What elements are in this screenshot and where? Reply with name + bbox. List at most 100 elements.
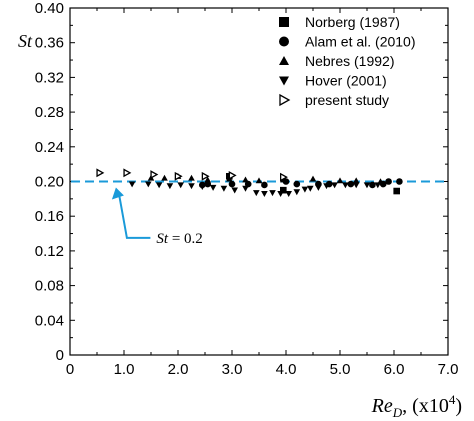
annotation: St = 0.2 <box>111 187 203 247</box>
legend-label: Nebres (1992) <box>305 53 395 69</box>
data-point <box>385 178 392 185</box>
data-point <box>199 184 206 191</box>
data-point <box>188 183 195 190</box>
x-tick-label: 7.0 <box>438 361 459 378</box>
data-point <box>352 177 360 184</box>
data-point <box>188 174 195 181</box>
data-point <box>352 182 360 189</box>
data-point <box>315 184 322 191</box>
data-point <box>204 180 211 188</box>
data-point <box>393 187 400 195</box>
y-tick-label: 0.28 <box>35 104 64 121</box>
series-triangle-down <box>128 181 382 197</box>
legend-marker <box>279 93 291 107</box>
annotation-leader <box>117 193 151 239</box>
legend-marker <box>279 17 289 27</box>
data-point <box>155 182 163 189</box>
data-point <box>231 187 238 194</box>
data-point <box>161 174 168 181</box>
y-tick-label: 0.36 <box>35 35 64 52</box>
y-tick-label: 0.40 <box>35 0 64 17</box>
data-point <box>255 177 263 184</box>
x-axis-title-unit: , (x10 <box>402 395 449 417</box>
y-axis-title: St <box>18 31 33 51</box>
data-point <box>244 180 252 188</box>
x-axis-title-subscript: D <box>392 405 403 420</box>
data-point <box>280 186 287 194</box>
data-point <box>261 181 268 189</box>
legend-marker <box>279 76 289 86</box>
x-tick-label: 4.0 <box>276 361 297 378</box>
data-point <box>342 182 349 189</box>
legend-label: Norberg (1987) <box>305 14 400 30</box>
annotation-value: = 0.2 <box>168 231 203 247</box>
data-point <box>301 186 309 193</box>
data-point <box>347 180 355 188</box>
x-tick-label: 2.0 <box>168 361 189 378</box>
y-tick-label: 0.12 <box>35 243 64 260</box>
data-point <box>261 191 268 197</box>
data-point <box>363 182 371 189</box>
x-tick-label: 5.0 <box>330 361 351 378</box>
data-point <box>242 176 249 183</box>
data-point <box>253 190 260 197</box>
data-points <box>96 168 403 197</box>
annotation-label: St = 0.2 <box>156 231 202 247</box>
data-point <box>145 181 152 188</box>
x-tick-label: 3.0 <box>222 361 243 378</box>
legend-label: present study <box>305 92 389 108</box>
data-point <box>209 184 217 191</box>
data-point <box>280 172 288 182</box>
x-axis-title-main: Re <box>371 395 393 417</box>
data-point <box>128 181 136 188</box>
data-point <box>369 181 376 189</box>
y-tick-label: 0.16 <box>35 208 64 225</box>
axis-titles: St ReD, (x104) <box>18 31 462 420</box>
x-axis-title-close: ) <box>455 395 462 417</box>
data-point <box>374 182 382 189</box>
legend-marker <box>279 56 289 65</box>
data-point <box>123 168 132 178</box>
data-point <box>269 190 276 197</box>
y-tick-label: 0.24 <box>35 139 64 156</box>
x-tick-label: 1.0 <box>114 361 135 378</box>
data-point <box>307 185 314 192</box>
data-point <box>177 182 184 189</box>
data-point <box>309 175 317 182</box>
data-point <box>336 177 344 184</box>
axes: 0 1.0 2.0 3.0 4.0 5.0 6.0 7.0 0 0.04 0.08 0.12 0.16 0… <box>35 0 459 378</box>
data-point <box>277 191 284 197</box>
y-tick-label: 0 <box>56 347 64 364</box>
data-point <box>242 185 249 192</box>
x-axis-title-exponent: 4 <box>449 392 456 407</box>
data-point <box>201 171 210 181</box>
annotation-arrowhead <box>111 187 124 200</box>
data-point <box>228 171 237 180</box>
data-point <box>323 183 330 190</box>
data-point <box>331 182 338 189</box>
data-point <box>220 185 228 192</box>
legend-label: Alam et al. (2010) <box>305 34 416 50</box>
x-tick-label: 6.0 <box>384 361 405 378</box>
x-tick-label: 0 <box>66 361 74 378</box>
legend-marker <box>279 36 289 47</box>
data-point <box>174 171 183 181</box>
y-tick-label: 0.04 <box>35 312 64 329</box>
legend-label: Hover (2001) <box>305 73 387 89</box>
legend: Norberg (1987) Alam et al. (2010) Nebres (… <box>279 14 416 108</box>
data-point <box>204 176 211 183</box>
data-point <box>166 183 174 190</box>
data-point <box>285 191 292 197</box>
annotation-symbol: St <box>156 231 169 247</box>
data-point <box>150 170 159 179</box>
data-point <box>228 180 236 188</box>
data-point <box>293 189 301 196</box>
x-axis-title: ReD, (x104) <box>371 392 462 420</box>
data-point <box>293 180 301 188</box>
data-point <box>96 168 105 178</box>
y-tick-label: 0.08 <box>35 278 64 295</box>
y-tick-label: 0.32 <box>35 69 64 86</box>
series-triangle-right <box>96 168 288 182</box>
y-tick-label: 0.20 <box>35 174 64 191</box>
